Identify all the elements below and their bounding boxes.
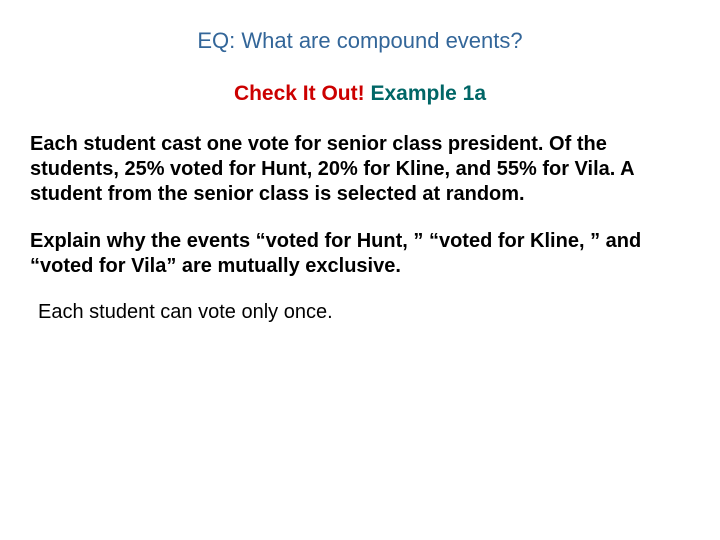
subtitle-row: Check It Out! Example 1a [30, 82, 690, 106]
answer-text: Each student can vote only once. [38, 301, 690, 324]
eq-text: EQ: What are compound events? [197, 28, 522, 53]
example-label: Example 1a [370, 82, 486, 105]
check-it-out-label: Check It Out! [234, 82, 365, 105]
eq-heading: EQ: What are compound events? [30, 28, 690, 54]
problem-question-paragraph: Explain why the events “voted for Hunt, … [30, 229, 690, 279]
problem-setup-paragraph: Each student cast one vote for senior cl… [30, 132, 690, 207]
slide-container: EQ: What are compound events? Check It O… [0, 0, 720, 344]
